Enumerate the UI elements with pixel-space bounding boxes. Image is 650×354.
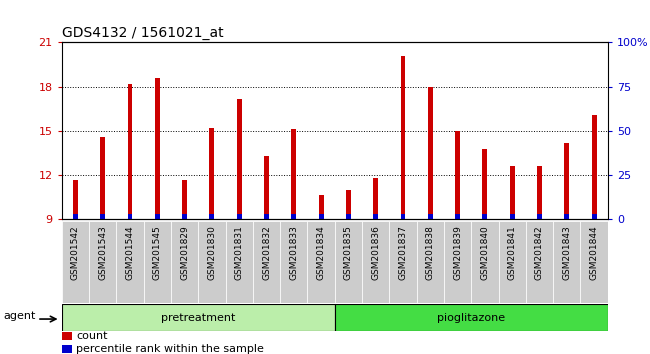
Bar [318, 195, 324, 219]
FancyBboxPatch shape [335, 221, 362, 303]
FancyBboxPatch shape [198, 221, 226, 303]
FancyBboxPatch shape [362, 221, 389, 303]
Text: GSM201831: GSM201831 [235, 225, 244, 280]
Text: percentile rank within the sample: percentile rank within the sample [77, 344, 265, 354]
FancyBboxPatch shape [417, 221, 444, 303]
Text: GSM201545: GSM201545 [153, 225, 162, 280]
Bar [564, 214, 569, 219]
Bar [209, 128, 215, 219]
Text: GSM201829: GSM201829 [180, 225, 189, 280]
Bar [127, 84, 133, 219]
Bar [62, 332, 72, 340]
Bar [291, 129, 296, 219]
Text: GSM201838: GSM201838 [426, 225, 435, 280]
Bar [346, 214, 351, 219]
Bar [209, 214, 215, 219]
Bar [100, 214, 105, 219]
Bar [155, 214, 160, 219]
Bar [346, 190, 351, 219]
Bar [592, 214, 597, 219]
FancyBboxPatch shape [526, 221, 553, 303]
Text: GSM201832: GSM201832 [262, 225, 271, 280]
Bar [62, 345, 72, 353]
Bar [237, 98, 242, 219]
Text: GSM201836: GSM201836 [371, 225, 380, 280]
Bar [73, 180, 78, 219]
Text: agent: agent [3, 312, 36, 321]
Text: GSM201542: GSM201542 [71, 225, 80, 280]
FancyBboxPatch shape [471, 221, 499, 303]
Text: GSM201844: GSM201844 [590, 225, 599, 280]
FancyBboxPatch shape [499, 221, 526, 303]
Bar [291, 214, 296, 219]
Bar [455, 131, 460, 219]
FancyBboxPatch shape [553, 221, 580, 303]
Bar [455, 214, 460, 219]
FancyBboxPatch shape [171, 221, 198, 303]
FancyBboxPatch shape [144, 221, 171, 303]
Bar [318, 214, 324, 219]
FancyBboxPatch shape [89, 221, 116, 303]
Text: GSM201833: GSM201833 [289, 225, 298, 280]
Text: GDS4132 / 1561021_at: GDS4132 / 1561021_at [62, 26, 224, 40]
Text: GSM201841: GSM201841 [508, 225, 517, 280]
Bar [564, 143, 569, 219]
Text: count: count [77, 331, 108, 341]
Text: GSM201839: GSM201839 [453, 225, 462, 280]
Bar [537, 166, 542, 219]
Text: GSM201543: GSM201543 [98, 225, 107, 280]
FancyBboxPatch shape [116, 221, 144, 303]
Text: GSM201842: GSM201842 [535, 225, 544, 280]
Bar [264, 214, 269, 219]
Text: GSM201840: GSM201840 [480, 225, 489, 280]
Bar [400, 56, 406, 219]
FancyBboxPatch shape [280, 221, 307, 303]
Text: GSM201835: GSM201835 [344, 225, 353, 280]
Text: pretreatment: pretreatment [161, 313, 235, 323]
Bar [127, 214, 133, 219]
Bar [482, 149, 488, 219]
Text: GSM201544: GSM201544 [125, 225, 135, 280]
Text: pioglitazone: pioglitazone [437, 313, 505, 323]
Text: GSM201843: GSM201843 [562, 225, 571, 280]
FancyBboxPatch shape [62, 221, 89, 303]
Text: GSM201837: GSM201837 [398, 225, 408, 280]
FancyBboxPatch shape [226, 221, 253, 303]
Bar [182, 180, 187, 219]
Text: GSM201834: GSM201834 [317, 225, 326, 280]
FancyBboxPatch shape [62, 304, 335, 331]
FancyBboxPatch shape [389, 221, 417, 303]
Bar [100, 137, 105, 219]
Text: GSM201830: GSM201830 [207, 225, 216, 280]
Bar [510, 166, 515, 219]
Bar [373, 214, 378, 219]
Bar [155, 78, 160, 219]
FancyBboxPatch shape [580, 221, 608, 303]
FancyBboxPatch shape [307, 221, 335, 303]
FancyBboxPatch shape [253, 221, 280, 303]
Bar [592, 115, 597, 219]
FancyBboxPatch shape [335, 304, 608, 331]
Bar [510, 214, 515, 219]
Bar [400, 214, 406, 219]
Bar [482, 214, 488, 219]
Bar [428, 214, 433, 219]
Bar [182, 214, 187, 219]
Bar [537, 214, 542, 219]
FancyBboxPatch shape [444, 221, 471, 303]
Bar [237, 214, 242, 219]
Bar [264, 156, 269, 219]
Bar [373, 178, 378, 219]
Bar [73, 214, 78, 219]
Bar [428, 87, 433, 219]
